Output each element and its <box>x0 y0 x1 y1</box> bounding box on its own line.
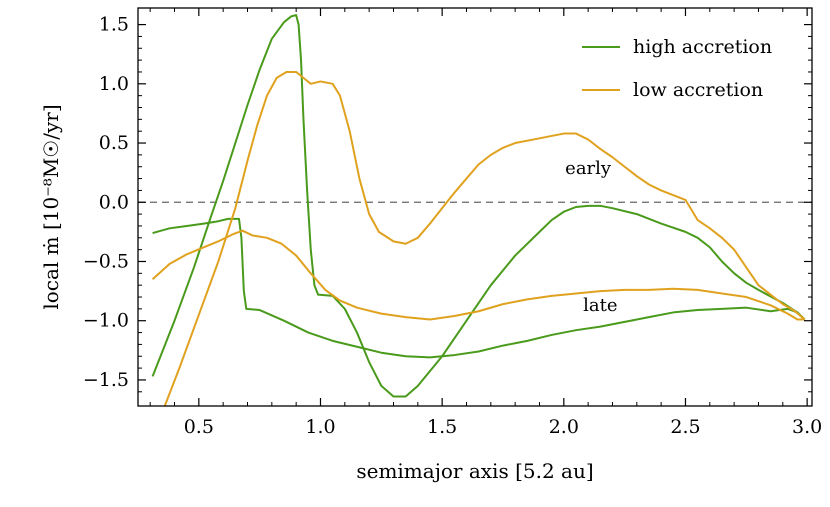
tick-layer: 0.5 1.0 1.5 2.0 2.5 3.0 −1.5 −1.0 −0.5 0.0 0.5 1.0 1… <box>83 8 822 438</box>
series-line-low-accretion-early <box>163 70 806 407</box>
y-tick-label: −0.5 <box>83 250 129 272</box>
y-axis-title: local ṁ [10⁻⁸M☉/yr] <box>39 104 63 309</box>
y-tick-label: 1.5 <box>99 14 129 36</box>
y-tick-label: 1.0 <box>99 73 129 95</box>
y-tick-label: −1.0 <box>83 310 129 332</box>
annotation-late: late <box>583 295 617 316</box>
x-tick-label: 2.0 <box>549 416 579 438</box>
series-layer <box>151 14 806 407</box>
y-tick-label: 0.0 <box>99 191 129 213</box>
legend-label: high accretion <box>633 36 772 58</box>
x-tick-label: 3.0 <box>792 416 822 438</box>
y-tick-label: 0.5 <box>99 132 129 154</box>
series-line-low-accretion-late <box>151 229 805 321</box>
x-tick-label: 1.5 <box>427 416 457 438</box>
x-tick-label: 2.5 <box>670 416 700 438</box>
x-tick-label: 0.5 <box>184 416 214 438</box>
annotation-early: early <box>565 158 612 179</box>
x-tick-label: 1.0 <box>305 416 335 438</box>
x-axis-title: semimajor axis [5.2 au] <box>356 459 593 483</box>
plot-frame <box>137 7 813 407</box>
series-line-high-accretion-early <box>151 14 806 398</box>
legend: high accretion low accretion <box>582 36 772 101</box>
legend-label: low accretion <box>633 79 763 101</box>
annotation-layer: early late <box>565 158 617 316</box>
y-tick-label: −1.5 <box>83 369 129 391</box>
series-line-high-accretion-late <box>152 217 806 359</box>
